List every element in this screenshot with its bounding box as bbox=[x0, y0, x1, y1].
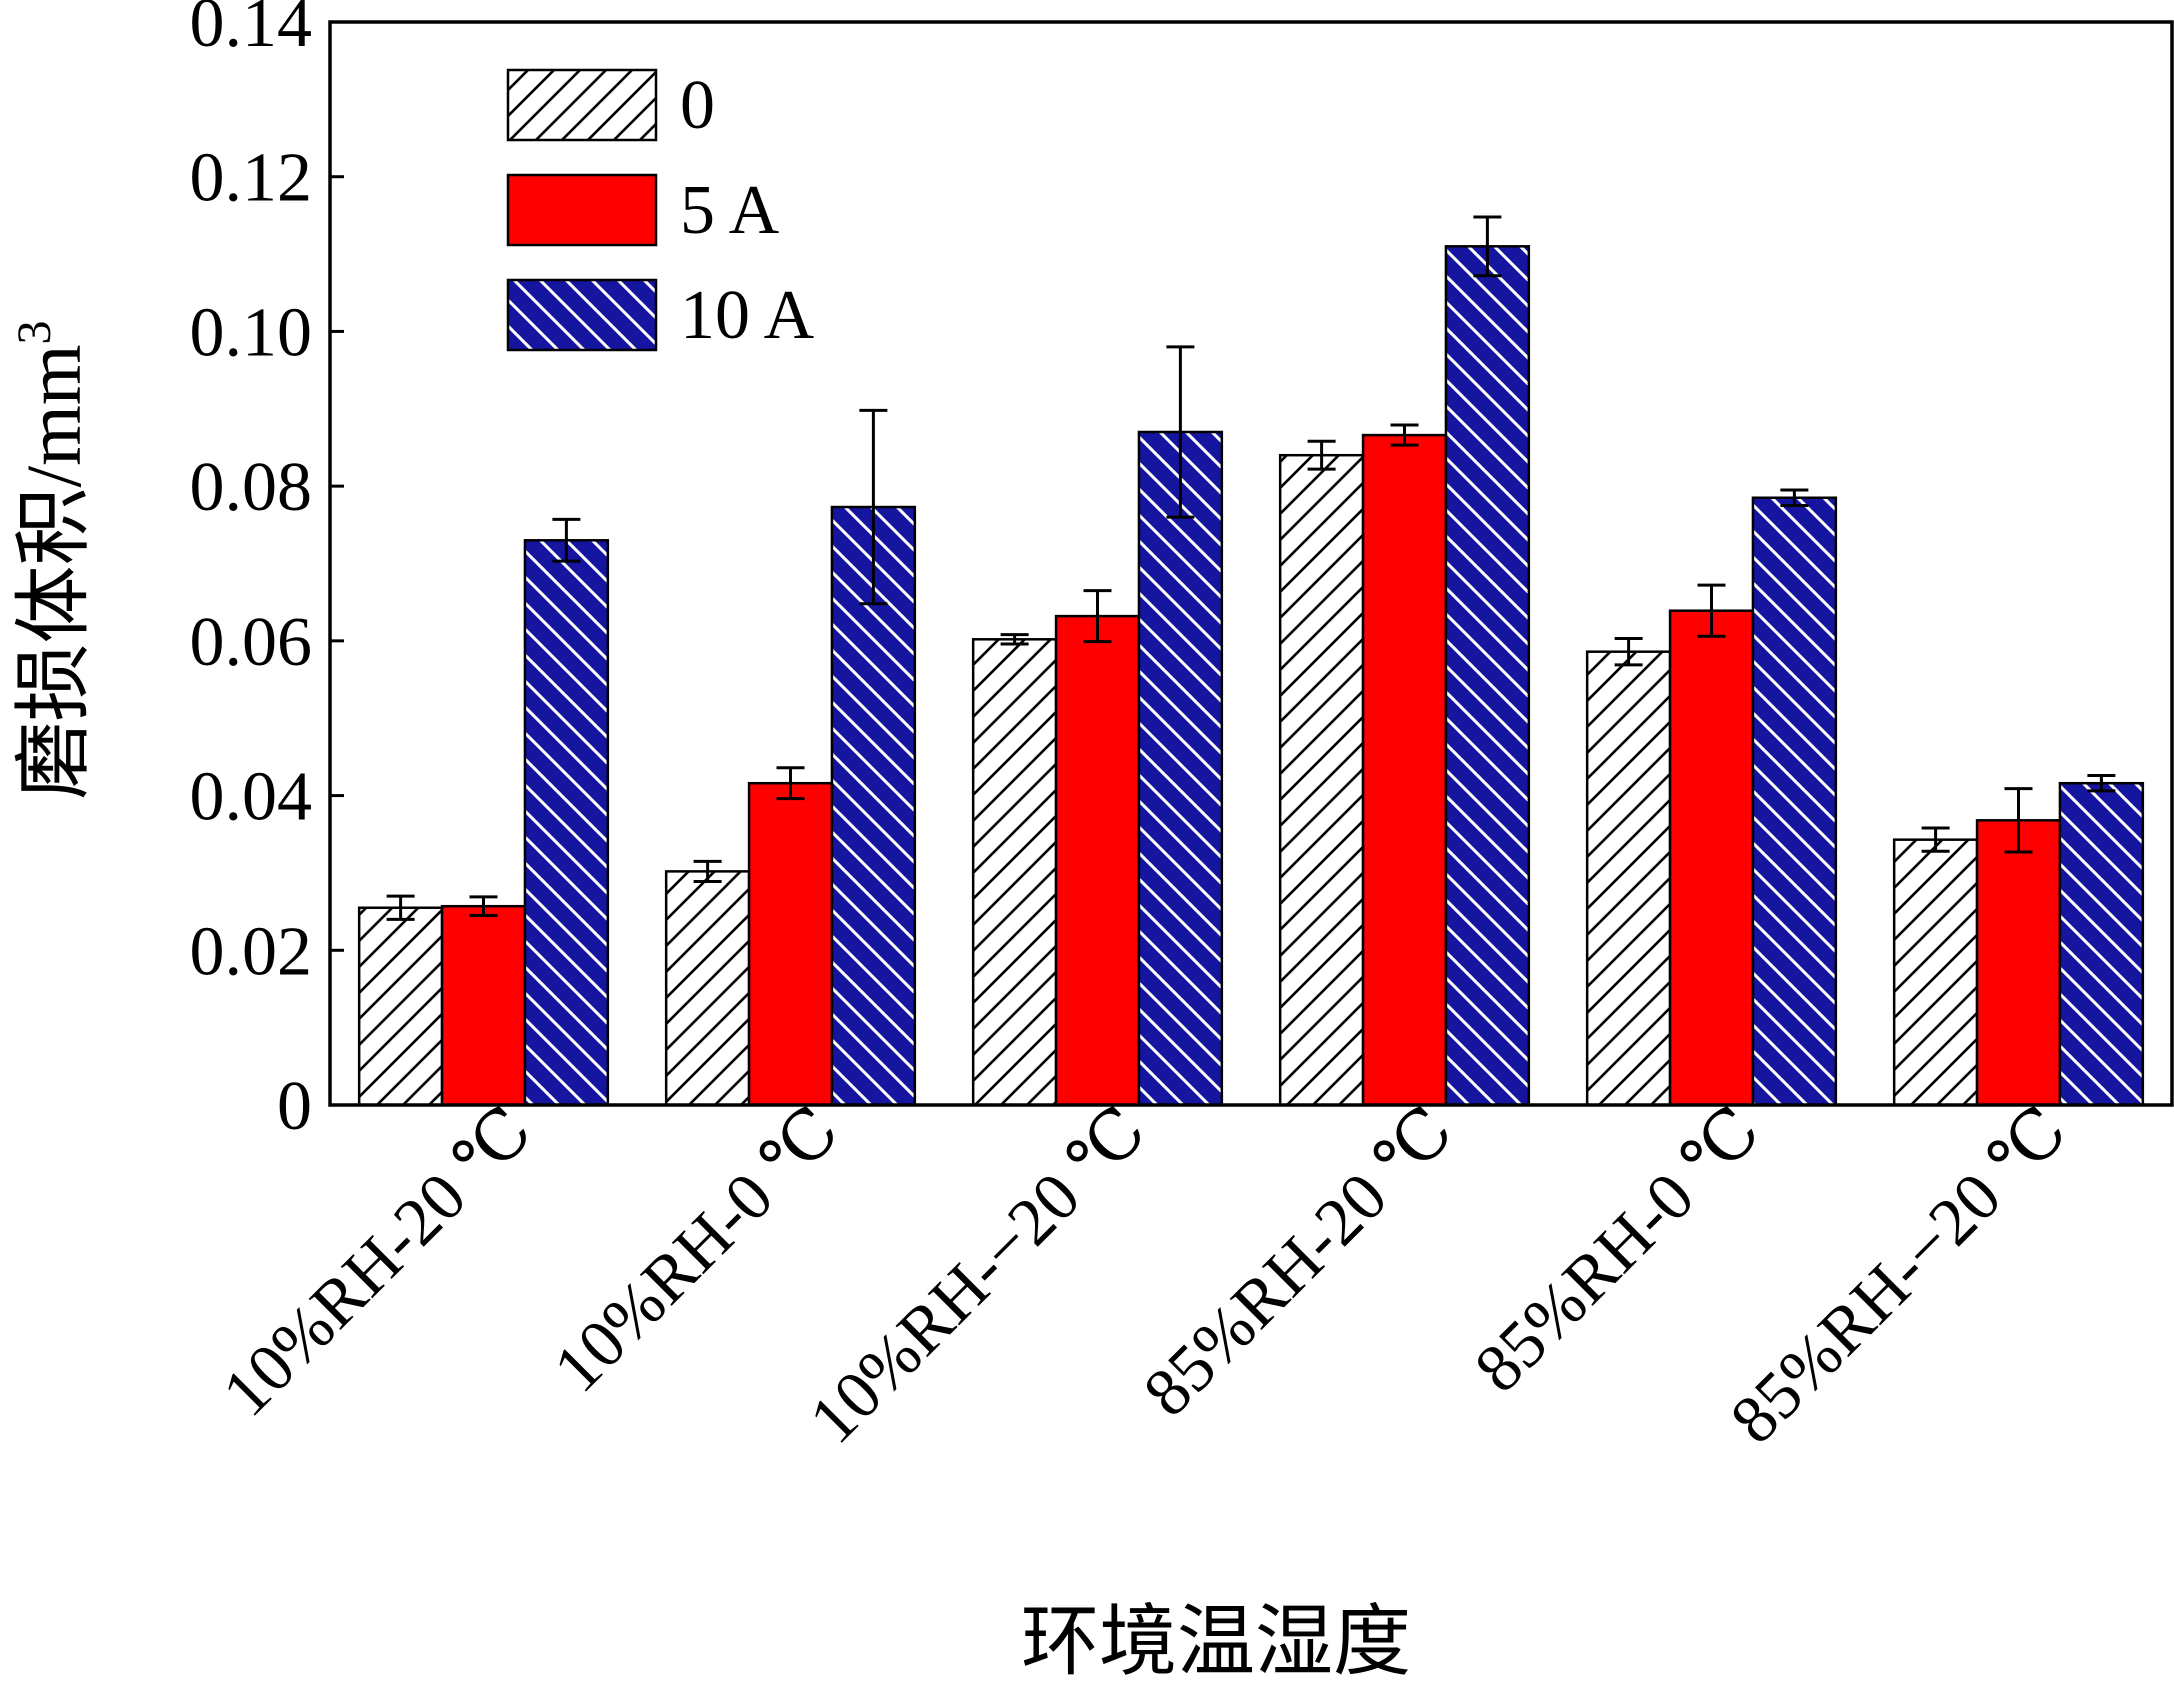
error-bar-3-4 bbox=[1473, 215, 1502, 278]
error-bar-1-2 bbox=[693, 859, 722, 883]
error-bar-3-6 bbox=[2087, 773, 2116, 793]
legend-label-3: 10 A bbox=[680, 277, 815, 354]
bar-1-5 bbox=[1585, 650, 1672, 1107]
bar-1-6 bbox=[1892, 838, 1979, 1107]
bar-2-4 bbox=[1361, 433, 1448, 1107]
y-axis-title-superscript: 3 bbox=[8, 320, 61, 344]
bar-3-4 bbox=[1444, 245, 1531, 1107]
bar-3-5 bbox=[1751, 496, 1838, 1107]
bar-group bbox=[357, 245, 2145, 1107]
y-tick-label-5: 0.08 bbox=[190, 449, 313, 526]
legend-label-1: 0 bbox=[680, 67, 715, 144]
y-tick-label-3: 0.04 bbox=[190, 759, 313, 836]
y-tick-label-7: 0.12 bbox=[190, 140, 313, 217]
x-axis-category-labels: 10%RH-20 ℃10%RH-0 ℃10%RH-−20 ℃85%RH-20 ℃… bbox=[208, 1092, 2082, 1458]
error-bar-2-6 bbox=[2004, 787, 2033, 854]
x-tick-label-1: 10%RH-20 ℃ bbox=[208, 1092, 547, 1431]
error-bar-1-4 bbox=[1307, 439, 1336, 471]
y-tick-label-1: 0 bbox=[277, 1068, 312, 1145]
bar-2-1 bbox=[440, 904, 527, 1107]
error-bar-2-3 bbox=[1083, 589, 1112, 644]
legend: 0 5 A 10 A bbox=[506, 67, 815, 354]
y-tick-label-6: 0.10 bbox=[190, 294, 313, 371]
plot-frame bbox=[328, 20, 2174, 1107]
bar-2-6 bbox=[1975, 819, 2062, 1107]
legend-swatch-3 bbox=[506, 278, 658, 352]
x-tick-label-2: 10%RH-0 ℃ bbox=[539, 1092, 854, 1407]
bar-1-4 bbox=[1278, 453, 1365, 1107]
x-tick-label-5: 85%RH-0 ℃ bbox=[1460, 1092, 1775, 1407]
bar-1-3 bbox=[971, 638, 1058, 1107]
bar-2-3 bbox=[1054, 614, 1141, 1107]
bar-1-1 bbox=[357, 906, 444, 1107]
legend-swatch-2 bbox=[506, 173, 658, 247]
bar-1-2 bbox=[664, 870, 751, 1107]
error-bar-3-1 bbox=[552, 517, 581, 563]
x-tick-label-4: 85%RH-20 ℃ bbox=[1129, 1092, 1468, 1431]
error-bar-2-1 bbox=[469, 895, 498, 917]
legend-label-2: 5 A bbox=[680, 172, 780, 249]
error-bar-3-2 bbox=[859, 408, 888, 606]
bar-3-6 bbox=[2058, 781, 2145, 1107]
error-bar-2-2 bbox=[776, 766, 805, 801]
y-tick-label-2: 0.02 bbox=[190, 913, 313, 990]
error-bar-group bbox=[386, 215, 2116, 921]
bar-3-2 bbox=[830, 505, 917, 1107]
error-bar-1-5 bbox=[1614, 637, 1643, 667]
bar-3-3 bbox=[1137, 430, 1224, 1107]
y-tick-label-4: 0.06 bbox=[190, 604, 313, 681]
error-bar-1-3 bbox=[1000, 633, 1029, 646]
error-bar-1-6 bbox=[1921, 826, 1950, 853]
error-bar-1-1 bbox=[386, 894, 415, 921]
bar-3-1 bbox=[523, 539, 610, 1107]
bar-2-2 bbox=[747, 781, 834, 1107]
y-tick-label-8: 0.14 bbox=[190, 0, 313, 62]
error-bar-2-4 bbox=[1390, 423, 1419, 447]
y-axis-title: 磨损体积/mm3 bbox=[8, 320, 97, 799]
bar-2-5 bbox=[1668, 609, 1755, 1107]
legend-swatch-1 bbox=[506, 68, 658, 142]
x-axis-title: 环境温湿度 bbox=[1021, 1598, 1411, 1684]
y-axis-ticks: 0 0.02 0.04 0.06 0.08 0.10 0.12 0.14 bbox=[190, 0, 344, 1145]
error-bar-2-5 bbox=[1697, 583, 1726, 638]
error-bar-3-3 bbox=[1166, 345, 1195, 519]
error-bar-3-5 bbox=[1780, 488, 1809, 507]
